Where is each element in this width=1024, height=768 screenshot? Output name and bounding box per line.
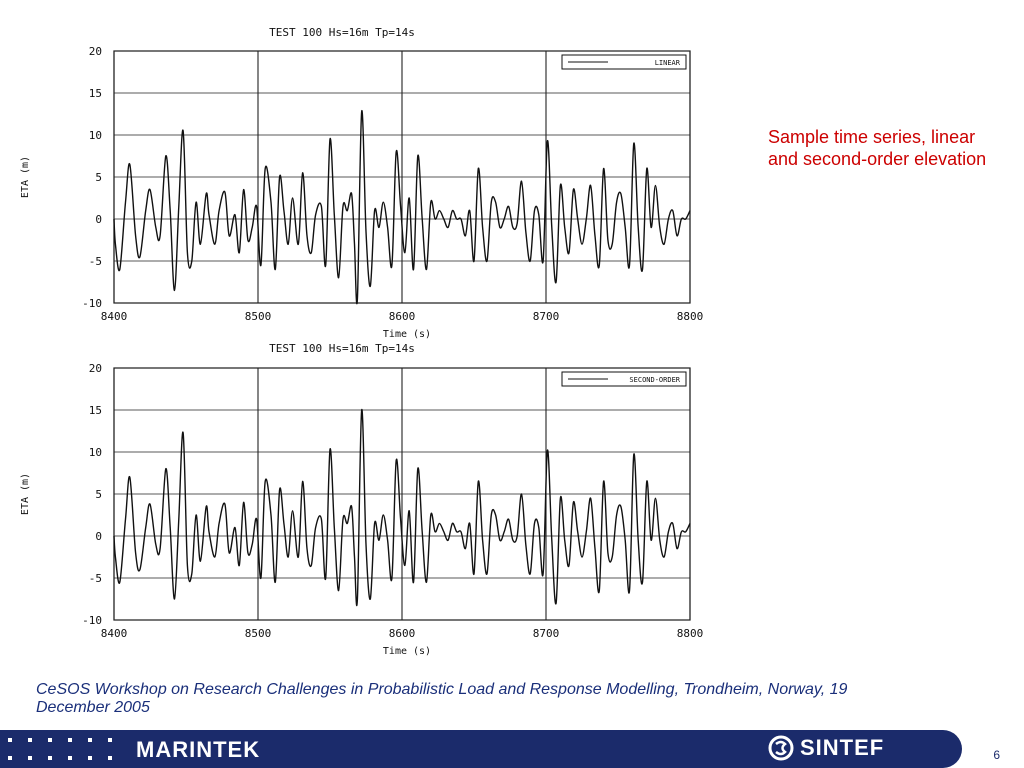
logo-dot (48, 738, 52, 742)
sintef-wordmark: SINTEF (800, 735, 885, 760)
logo-dot (88, 738, 92, 742)
y-tick-label: -5 (89, 255, 102, 268)
chart-title: TEST 100 Hs=16m Tp=14s (269, 342, 415, 355)
y-tick-label: -10 (82, 297, 102, 310)
series-line (113, 110, 691, 304)
y-tick-label: 20 (89, 45, 102, 58)
series-line (113, 409, 691, 607)
chart-title: TEST 100 Hs=16m Tp=14s (269, 26, 415, 39)
logo-dot (108, 738, 112, 742)
x-axis-label: Time (s) (383, 646, 431, 657)
x-tick-label: 8400 (101, 310, 128, 323)
chart-linear: TEST 100 Hs=16m Tp=14s -10 -5 0 5 10 15 20 8400 8… (0, 0, 720, 350)
footer-bar: MARINTEK SINTEF 6 (0, 730, 1024, 768)
y-tick-label: 5 (95, 488, 102, 501)
legend-label: SECOND-ORDER (629, 376, 680, 384)
footer-caption: CeSOS Workshop on Research Challenges in… (36, 681, 848, 716)
x-tick-label: 8700 (533, 627, 560, 640)
logo-dot (88, 756, 92, 760)
logo-dot (8, 738, 12, 742)
logo-dot (28, 756, 32, 760)
chart-linear-svg: TEST 100 Hs=16m Tp=14s -10 -5 0 5 10 15 20 8400 8… (20, 26, 704, 340)
y-tick-label: 15 (89, 404, 102, 417)
x-tick-label: 8600 (389, 627, 416, 640)
y-tick-label: 10 (89, 129, 102, 142)
chart-second-order-svg: TEST 100 Hs=16m Tp=14s -10 -5 0 5 10 15 20 8400 8… (20, 342, 704, 657)
logo-dot (28, 738, 32, 742)
x-tick-label: 8500 (245, 627, 272, 640)
y-tick-label: 10 (89, 446, 102, 459)
marintek-logo: MARINTEK (136, 737, 261, 762)
legend-box (561, 371, 687, 387)
y-axis-label: ETA (m) (20, 473, 31, 515)
chart-second-order: TEST 100 Hs=16m Tp=14s -10 -5 0 5 10 15 20 8400 8… (0, 340, 720, 665)
y-tick-label: 15 (89, 87, 102, 100)
y-tick-label: 20 (89, 362, 102, 375)
marintek-dots-logo (8, 736, 118, 764)
y-tick-label: 0 (95, 213, 102, 226)
legend-box (561, 54, 687, 70)
y-tick-label: 0 (95, 530, 102, 543)
y-tick-label: -10 (82, 614, 102, 627)
x-tick-label: 8700 (533, 310, 560, 323)
x-tick-label: 8500 (245, 310, 272, 323)
footer-band: MARINTEK SINTEF (0, 730, 962, 768)
logo-dot (68, 756, 72, 760)
y-tick-label: -5 (89, 572, 102, 585)
x-tick-label: 8600 (389, 310, 416, 323)
sintef-swirl-icon (768, 735, 794, 761)
x-tick-label: 8400 (101, 627, 128, 640)
x-tick-label: 8800 (677, 310, 704, 323)
legend-label: LINEAR (655, 59, 681, 67)
logo-dot (8, 756, 12, 760)
page-number: 6 (993, 748, 1000, 762)
side-note: Sample time series, linear and second-or… (768, 127, 987, 169)
logo-dot (48, 756, 52, 760)
logo-dot (68, 738, 72, 742)
logo-dot (108, 756, 112, 760)
y-axis-label: ETA (m) (20, 156, 31, 198)
y-tick-label: 5 (95, 171, 102, 184)
sintef-logo: SINTEF (768, 735, 884, 761)
x-axis-label: Time (s) (383, 329, 431, 340)
x-tick-label: 8800 (677, 627, 704, 640)
